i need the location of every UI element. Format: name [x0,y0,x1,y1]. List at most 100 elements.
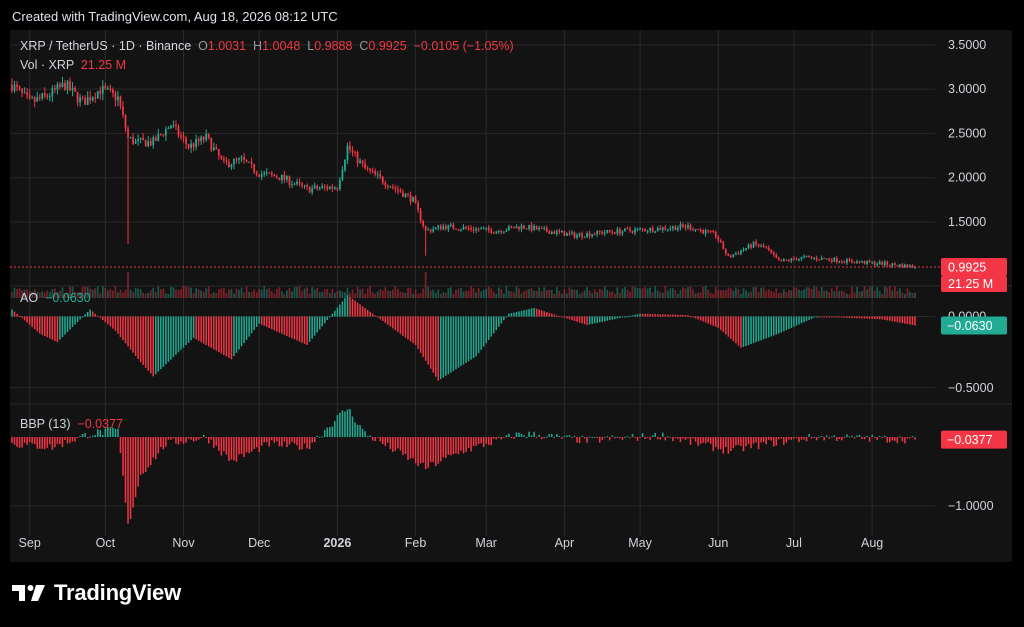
bbp-bar [240,437,243,454]
ao-bar [793,316,795,327]
ao-bar [69,316,71,330]
candle-body [669,228,672,230]
volume-bar [38,292,41,298]
ao-label[interactable]: AO [20,291,39,305]
bbp-bar [447,437,450,455]
volume-bar [553,293,556,298]
candle-body [391,186,394,188]
bbp-bar [896,437,899,444]
candle-body [467,228,470,230]
attribution-header: Created with TradingView.com, Aug 18, 20… [12,9,338,24]
bbp-bar [568,435,571,437]
volume-bar [286,290,288,298]
bbp-bar [702,437,704,443]
ao-bar [732,316,735,342]
ao-bar [182,316,185,348]
bbp-bar [384,437,387,446]
bbp-bar [621,437,624,440]
candle-body [785,259,788,261]
volume-bar [18,288,21,298]
bbp-label[interactable]: BBP (13) [20,417,71,431]
ao-bar [384,316,387,323]
volume-bar [144,293,147,298]
volume-bar [500,288,503,298]
bbp-bar [64,437,66,440]
bbp-bar [510,437,513,438]
ao-bar [737,316,740,346]
ao-bar [906,316,909,325]
last-price-label: 0.9925 [948,260,986,274]
time-tick-label: Aug [861,536,883,550]
symbol-label[interactable]: XRP / TetherUS · 1D · Binance [20,39,192,53]
bbp-bar [573,435,576,437]
bbp-bar [588,436,591,438]
ao-bar [742,316,745,347]
volume-bar [245,286,248,298]
candle-body [487,227,490,230]
volume-bar [846,293,848,298]
volume-bar [490,288,493,298]
candle-body [752,241,755,248]
bbp-bar [656,437,659,440]
bbp-bar [636,437,639,441]
bbp-bar [371,437,374,441]
volume-bar [255,292,258,298]
candle-body [414,196,417,203]
bbp-bar [157,437,160,454]
candle-body [528,225,530,230]
candle-body [427,229,430,231]
ao-bar [846,316,848,318]
candle-body [220,155,223,159]
ao-bar [220,316,223,354]
bbp-bar [485,437,487,444]
candle-body [500,230,503,233]
ao-bar [223,316,225,355]
candle-body [548,231,551,234]
bbp-bar [220,437,223,456]
ao-bar [467,316,470,362]
volume-bar [344,292,346,298]
ao-bar [664,314,667,317]
candle-body [56,84,59,90]
volume-bar [815,287,818,298]
ao-legend: AO −0.0630 [20,291,91,305]
candle-body [656,228,659,232]
candle-body [291,184,293,186]
candle-body [530,225,533,231]
ao-bar [669,314,672,317]
ao-bar [654,314,656,317]
bbp-bar [417,437,419,467]
ao-bar [389,316,392,327]
chart-svg[interactable]: 3.50003.00002.50002.00001.50000.0000−0.5… [10,30,1012,562]
candle-body [583,236,586,238]
candle-body [268,172,271,174]
volume-label[interactable]: Vol · XRP [20,58,74,72]
candle-body [114,92,117,101]
volume-bar [66,292,69,298]
candle-body [333,187,336,189]
candle-body [576,234,578,238]
bbp-bar [104,428,107,437]
candle-body [422,220,425,226]
volume-bar [666,290,669,298]
ao-bar [81,316,84,318]
candle-body [553,231,556,234]
bbp-bar [611,435,614,437]
ao-bar [878,316,881,320]
candle-body [205,133,208,141]
candle-body [833,257,836,262]
volume-bar [737,289,740,298]
volume-bar [167,293,170,298]
bbp-bar [99,430,102,437]
candle-body [159,134,162,136]
ao-bar [341,301,344,317]
volume-bar [397,288,399,298]
bbp-bar [911,435,914,437]
volume-bar [727,287,730,298]
candle-body [172,124,175,126]
bbp-bar [298,437,301,450]
candle-body [840,261,843,263]
bbp-bar [843,437,846,439]
bbp-bar [271,437,273,441]
candle-body [586,233,588,237]
